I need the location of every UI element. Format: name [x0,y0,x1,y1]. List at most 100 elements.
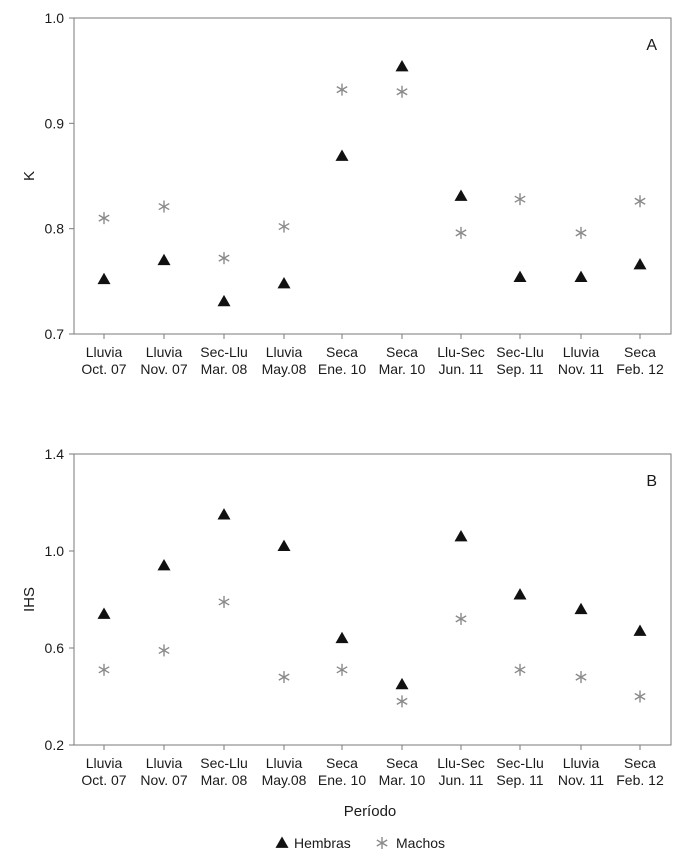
plot-frame [73,453,672,746]
x-tick-label-date: May.08 [262,361,307,377]
x-tick-label-date: Nov. 11 [558,772,604,788]
x-tick-label-date: Jun. 11 [439,361,484,377]
machos-point [98,212,110,225]
machos-point [575,671,587,684]
x-tick-label-date: Ene. 10 [318,772,366,788]
legend-label: Machos [396,835,445,851]
hembras-point [217,508,231,520]
x-tick-label-date: Nov. 07 [140,361,187,377]
x-tick-label-date: Mar. 08 [201,772,248,788]
hembras-point [574,270,588,282]
x-tick-label-season: Seca [326,344,358,360]
x-tick-label-season: Llu-Sec [437,344,484,360]
machos-point [455,226,467,239]
x-tick-label-season: Lluvia [86,344,123,360]
x-tick-label-season: Seca [624,344,656,360]
x-tick-label-date: May.08 [262,772,307,788]
x-axis-title: Período [344,803,397,820]
x-tick-label-season: Lluvia [266,755,303,771]
x-tick-label-date: Mar. 10 [379,772,426,788]
machos-point [158,200,170,213]
hembras-point [277,539,291,552]
hembras-point [335,149,349,161]
x-tick-label-date: Oct. 07 [81,361,126,377]
machos-point [218,252,230,265]
machos-point [396,695,408,708]
panel-label: A [646,37,657,54]
y-tick-label: 1.0 [45,543,65,559]
x-tick-label-season: Sec-Llu [496,755,543,771]
hembras-point [574,602,588,615]
machos-point [396,85,408,98]
x-tick-label-season: Lluvia [146,755,183,771]
x-tick-label-date: Mar. 08 [201,361,248,377]
y-tick-label: 0.6 [45,640,65,656]
machos-point [634,195,646,208]
x-tick-label-season: Seca [386,755,418,771]
x-tick-label-season: Seca [386,344,418,360]
machos-point [634,690,646,703]
hembras-point [157,253,171,266]
machos-point [514,193,526,206]
x-tick-label-season: Sec-Llu [200,755,247,771]
x-tick-label-season: Lluvia [563,344,600,360]
hembras-point [157,559,171,571]
x-tick-label-season: Seca [326,755,358,771]
panel-label: B [646,473,657,490]
machos-point [336,83,348,96]
legend: Hembras Machos [275,835,445,851]
machos-point [278,671,290,684]
y-tick-label: 1.4 [45,446,65,462]
y-tick-label: 1.0 [45,10,65,26]
x-tick-label-season: Lluvia [86,755,123,771]
x-tick-label-season: Sec-Llu [200,344,247,360]
x-tick-label-date: Sep. 11 [496,772,543,788]
legend-label: Hembras [294,835,351,851]
y-axis-title: IHS [21,587,38,612]
x-tick-label-date: Nov. 11 [558,361,604,377]
machos-point [336,663,348,676]
machos-point [158,644,170,657]
hembras-point [97,272,111,285]
x-tick-label-date: Feb. 12 [616,361,664,377]
x-tick-label-date: Jun. 11 [439,772,484,788]
legend-hembras-marker [275,836,289,848]
hembras-point [277,276,291,289]
y-axis-title: K [21,171,38,181]
plot-frame [73,17,672,335]
machos-point [278,220,290,233]
y-tick-label: 0.8 [45,221,65,237]
x-tick-label-date: Feb. 12 [616,772,664,788]
hembras-point [395,677,409,690]
hembras-point [513,588,527,600]
y-tick-label: 0.9 [45,115,65,131]
hembras-point [395,59,409,72]
x-tick-label-date: Nov. 07 [140,772,187,788]
x-tick-label-date: Sep. 11 [496,361,543,377]
y-tick-label: 0.2 [45,737,65,753]
x-tick-label-date: Oct. 07 [81,772,126,788]
hembras-point [513,270,527,282]
hembras-point [335,631,349,644]
x-tick-label-season: Sec-Llu [496,344,543,360]
x-tick-label-season: Llu-Sec [437,755,484,771]
hembras-point [633,257,647,270]
hembras-point [217,294,231,307]
x-tick-label-season: Lluvia [266,344,303,360]
hembras-point [454,529,468,542]
machos-point [514,663,526,676]
x-tick-label-season: Seca [624,755,656,771]
machos-point [98,663,110,676]
x-tick-label-season: Lluvia [563,755,600,771]
hembras-point [454,189,468,201]
y-tick-label: 0.7 [45,326,65,342]
x-tick-label-date: Mar. 10 [379,361,426,377]
machos-point [455,612,467,625]
legend-machos-marker [376,837,388,849]
hembras-point [633,624,647,636]
machos-point [575,226,587,239]
machos-point [218,595,230,608]
hembras-point [97,607,111,619]
